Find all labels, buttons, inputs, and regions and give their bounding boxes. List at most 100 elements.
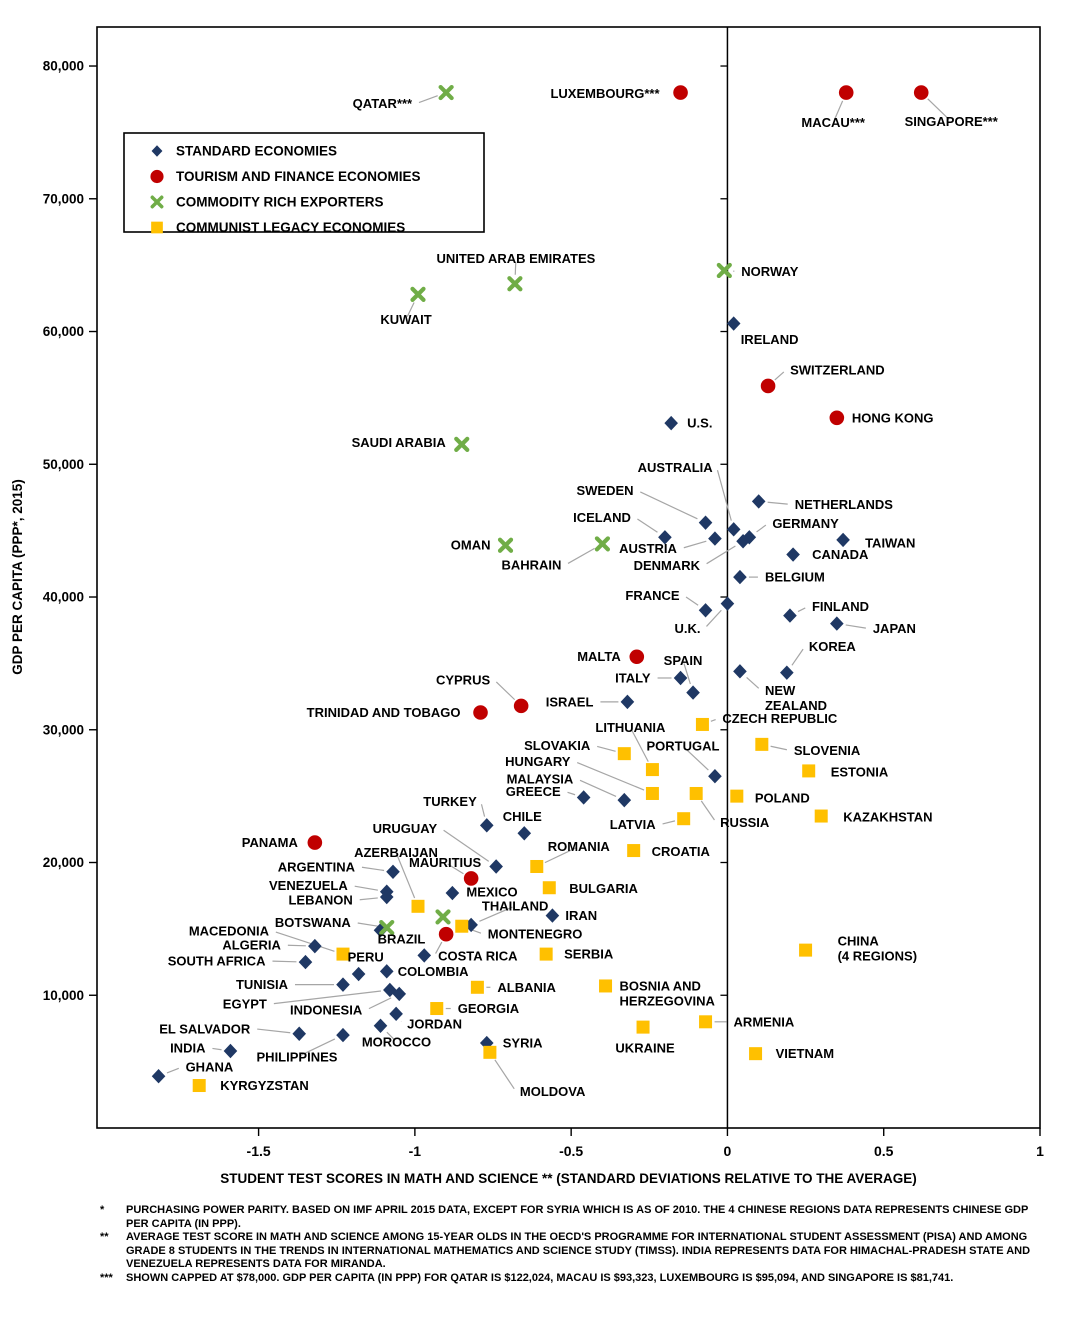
point-u-k (721, 596, 735, 610)
point-kyrgyzstan (193, 1079, 206, 1092)
point-label-germany: GERMANY (772, 516, 839, 531)
point-spain (686, 685, 700, 699)
point-singapore (914, 85, 929, 100)
point-finland (783, 608, 797, 622)
point-label-el-salvador: EL SALVADOR (159, 1021, 251, 1036)
point-label-egypt: EGYPT (223, 996, 267, 1011)
x-tick-label: -1.5 (247, 1143, 271, 1159)
leader-line (663, 821, 675, 824)
point-label-luxembourg: LUXEMBOURG*** (550, 86, 660, 101)
leader-line (272, 961, 296, 962)
point-label-united-arab-emirates: UNITED ARAB EMIRATES (436, 251, 595, 266)
point-label-ghana: GHANA (186, 1060, 234, 1075)
point-united-arab-emirates (509, 278, 520, 289)
point-label-finland: FINLAND (812, 599, 869, 614)
point-label-croatia: CROATIA (652, 844, 711, 859)
leader-line (686, 597, 698, 605)
point-label-iceland: ICELAND (573, 510, 631, 525)
point-el-salvador (292, 1027, 306, 1041)
point-label-cyprus: CYPRUS (436, 672, 491, 687)
leader-line (358, 923, 378, 926)
point-label-botswana: BOTSWANA (275, 915, 351, 930)
point-label-tunisia: TUNISIA (236, 977, 289, 992)
y-tick-label: 60,000 (43, 324, 84, 339)
point-hong-kong (830, 411, 845, 426)
point-label-canada: CANADA (812, 547, 869, 562)
point-label-belgium: BELGIUM (765, 570, 825, 585)
point-new (733, 664, 747, 678)
point-label-bahrain: BAHRAIN (501, 557, 561, 572)
leader-line (362, 867, 384, 870)
y-tick-label: 20,000 (43, 855, 84, 870)
x-axis-title: STUDENT TEST SCORES IN MATH AND SCIENCE … (220, 1171, 917, 1186)
point-label-colombia: COLOMBIA (398, 964, 469, 979)
point-label-macau: MACAU*** (801, 115, 866, 130)
point-label-argentina: ARGENTINA (278, 859, 356, 874)
legend-item-commodity-rich-exporters: COMMODITY RICH EXPORTERS (152, 195, 383, 210)
point-label-trinidad-and-tobago: TRINIDAD AND TOBAGO (307, 705, 461, 720)
point-panama (308, 835, 323, 850)
point-label-chile: CHILE (503, 809, 542, 824)
footnote-text: PURCHASING POWER PARITY. BASED ON IMF AP… (126, 1204, 1050, 1231)
point-india (224, 1044, 238, 1058)
point-canada (786, 547, 800, 561)
leader-line (257, 1029, 290, 1033)
point-label-italy: ITALY (615, 670, 651, 685)
point-montenegro (455, 920, 468, 933)
y-axis-title: GDP PER CAPITA (PPP*, 2015) (10, 479, 25, 675)
point-qatar (441, 87, 452, 98)
point-label-indonesia: INDONESIA (290, 1002, 363, 1017)
point-hungary (646, 787, 659, 800)
point-label-china: CHINA(4 REGIONS) (838, 934, 917, 964)
point-azerbaijan (412, 900, 425, 913)
point-label-romania: ROMANIA (548, 839, 611, 854)
leader-line (684, 541, 706, 548)
point-mexico (446, 886, 460, 900)
x-tick-label: -1 (409, 1143, 422, 1159)
point-label-kuwait: KUWAIT (380, 312, 431, 327)
leader-line (637, 519, 657, 532)
point-moldova (483, 1046, 496, 1059)
footnote: ***SHOWN CAPPED AT $78,000. GDP PER CAPI… (100, 1272, 1050, 1286)
point-label-philippines: PHILIPPINES (257, 1050, 338, 1065)
leader-line (768, 502, 788, 504)
point-label-saudi-arabia: SAUDI ARABIA (352, 435, 447, 450)
point-estonia (802, 764, 815, 777)
point-label-oman: OMAN (451, 538, 491, 553)
y-tick-label: 30,000 (43, 722, 84, 737)
point-korea (780, 665, 794, 679)
x-tick-label: 0 (724, 1143, 732, 1159)
point-label-kyrgyzstan: KYRGYZSTAN (220, 1078, 309, 1093)
point-label-taiwan: TAIWAN (865, 535, 915, 550)
legend-marker-square (151, 222, 163, 234)
point-saudi-arabia (456, 439, 467, 450)
point-vietnam (749, 1047, 762, 1060)
point-label-sweden: SWEDEN (576, 483, 633, 498)
point-ukraine (637, 1021, 650, 1034)
point-label-ukraine: UKRAINE (615, 1041, 675, 1056)
point-portugal (708, 769, 722, 783)
point-label-singapore: SINGAPORE*** (905, 114, 999, 129)
point-label-thailand: THAILAND (482, 898, 548, 913)
x-tick-label: 0.5 (874, 1143, 894, 1159)
point-label-qatar: QATAR*** (353, 96, 413, 111)
point-label-south-africa: SOUTH AFRICA (168, 954, 266, 969)
leader-line (747, 677, 759, 688)
point-uruguay (489, 859, 503, 873)
point-morocco (374, 1019, 388, 1033)
point-malaysia (617, 793, 631, 807)
leader-line (771, 746, 787, 749)
footnotes: *PURCHASING POWER PARITY. BASED ON IMF A… (100, 1204, 1050, 1285)
point-label-israel: ISRAEL (546, 694, 594, 709)
point-label-peru: PERU (348, 950, 384, 965)
point-macau (839, 85, 854, 100)
point-label-brazil: BRAZIL (378, 932, 426, 947)
y-tick-label: 40,000 (43, 590, 84, 605)
point-colombia (380, 964, 394, 978)
leader-line (276, 932, 335, 951)
leader-line (212, 1048, 221, 1049)
point-tunisia (336, 977, 350, 991)
footnote-symbol: ** (100, 1231, 126, 1245)
